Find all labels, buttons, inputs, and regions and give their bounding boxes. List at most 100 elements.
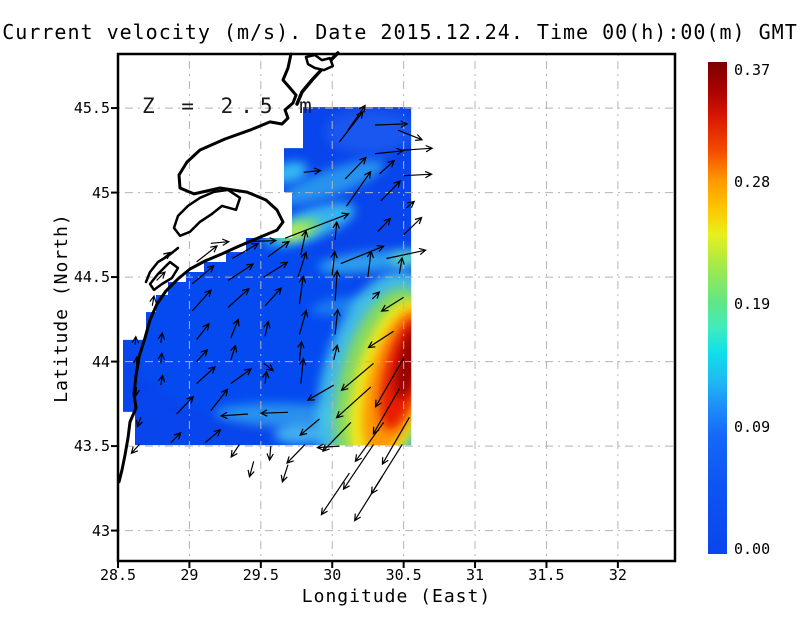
current-arrow [204, 428, 222, 444]
plot-frame [116, 52, 677, 563]
current-arrow [320, 472, 350, 516]
current-arrow [380, 296, 404, 312]
current-arrow [230, 344, 238, 361]
current-arrow [306, 384, 334, 401]
x-tick-label: 31 [466, 566, 485, 584]
x-tick-label: 29 [180, 566, 199, 584]
current-arrow [230, 444, 240, 459]
current-arrow [335, 386, 372, 419]
x-tick-label: 32 [608, 566, 627, 584]
coastline-delta-island [304, 53, 335, 72]
current-arrow [354, 422, 385, 463]
coastline [117, 51, 340, 484]
current-arrow [227, 287, 250, 308]
current-arrow [380, 179, 402, 202]
velocity-field [123, 107, 412, 446]
current-arrow [263, 320, 271, 337]
current-arrow [132, 355, 141, 366]
y-tick-label: 43 [91, 521, 110, 540]
current-arrow [157, 331, 166, 344]
current-arrow [157, 351, 165, 364]
current-arrow [160, 251, 172, 261]
current-arrow [366, 249, 375, 278]
current-arrow [284, 212, 350, 239]
coastline-lagoon [172, 188, 242, 238]
current-arrow [316, 443, 340, 451]
current-arrow [397, 129, 424, 141]
current-arrow [247, 461, 255, 478]
current-arrow [374, 357, 405, 408]
current-arrow [191, 289, 212, 312]
current-arrow [375, 120, 409, 128]
current-arrow [210, 388, 229, 411]
current-arrow [371, 291, 381, 300]
current-arrow [342, 444, 375, 491]
current-arrow [332, 344, 340, 361]
current-arrow [131, 335, 140, 345]
current-arrow [406, 200, 416, 209]
current-arrow [333, 308, 341, 335]
current-arrow [298, 309, 309, 335]
y-tick-label: 44 [91, 352, 110, 371]
current-arrow [261, 370, 270, 384]
current-arrow [170, 431, 182, 444]
current-arrow [344, 156, 367, 180]
y-tick-label: 45 [91, 183, 110, 202]
current-arrow [402, 144, 434, 153]
coastline-spit [144, 246, 180, 284]
current-arrow [266, 446, 274, 462]
current-arrow [354, 476, 383, 522]
current-arrow [403, 216, 423, 236]
current-arrow [338, 110, 364, 143]
current-arrow [303, 167, 322, 175]
current-arrow [340, 362, 374, 392]
colorbar [708, 62, 727, 554]
y-tick-label: 43.5 [73, 437, 110, 456]
y-tick-label: 45.5 [73, 99, 110, 118]
x-tick-label: 28.5 [99, 566, 137, 584]
current-arrow [300, 229, 309, 256]
current-arrow [230, 318, 240, 339]
depth-label: Z = 2.5 m [142, 94, 319, 118]
current-arrow [259, 409, 289, 417]
current-arrow [286, 443, 306, 465]
current-vectors [130, 104, 434, 522]
current-arrow [156, 271, 166, 281]
current-arrow [386, 247, 427, 260]
current-arrow [191, 264, 215, 285]
current-arrow [332, 220, 340, 240]
current-arrow [196, 348, 209, 363]
current-arrow [347, 104, 366, 131]
tick-marks [111, 107, 619, 568]
x-axis-title: Longitude (East) [301, 586, 492, 607]
colorbar-tick-0.19: 0.19 [734, 295, 771, 313]
current-arrow [230, 368, 253, 385]
field-color-patch [126, 237, 367, 418]
field-color-patch [395, 328, 412, 399]
current-arrow [299, 357, 307, 384]
current-arrow [264, 287, 283, 307]
current-arrow [403, 170, 433, 179]
current-arrow [367, 330, 394, 349]
coastline-main [117, 52, 298, 484]
current-arrow [149, 294, 157, 306]
current-arrow [263, 261, 289, 278]
current-arrow [378, 159, 396, 175]
colorbar-tick-0.37: 0.37 [734, 61, 771, 79]
current-arrow [298, 275, 307, 305]
colorbar-tick-0.00: 0.00 [734, 540, 771, 558]
current-arrow [267, 240, 291, 258]
x-tick-label: 29.5 [242, 566, 279, 584]
current-arrow [247, 237, 278, 245]
current-arrow [176, 395, 195, 415]
current-arrow [397, 256, 405, 274]
current-arrow [136, 417, 144, 428]
current-arrow [210, 238, 231, 246]
current-arrow [333, 269, 341, 301]
x-tick-label: 30 [323, 566, 342, 584]
current-arrow [346, 170, 372, 207]
field-color-patch [318, 250, 412, 274]
current-arrow [263, 362, 275, 372]
current-arrow [377, 217, 392, 232]
